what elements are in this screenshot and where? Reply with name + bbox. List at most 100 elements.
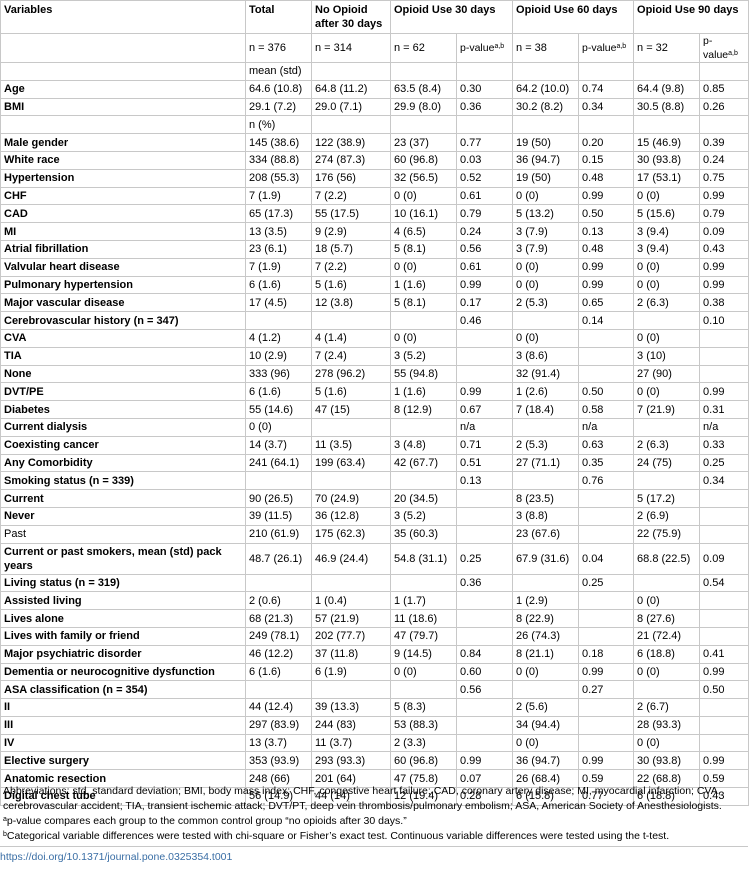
cell-opioid-60: 8 (21.1): [512, 644, 580, 664]
table-row: BMI 29.1 (7.2) 29.0 (7.1) 29.9 (8.0) 0.36 30.…: [0, 97, 750, 117]
header-opioid-90: Opioid Use 90 days: [633, 0, 750, 34]
cell-opioid-30: 35 (60.3): [390, 524, 457, 544]
cell-pvalue-30: 0.51: [455, 453, 514, 473]
cell-opioid-30: 54.8 (31.1): [390, 542, 457, 575]
cell-opioid-60: 2 (5.3): [512, 293, 580, 313]
cell-pvalue-60: [578, 489, 635, 508]
cell-opioid-60: 0 (0): [512, 328, 580, 348]
cell-opioid-30: 8 (12.9): [390, 400, 457, 419]
cell-opioid-60: 1 (2.6): [512, 382, 580, 402]
cell-pvalue-60: 0.99: [578, 275, 635, 295]
table-row: Pulmonary hypertension 6 (1.6) 5 (1.6) 1 (1…: [0, 275, 750, 295]
cell-pvalue-30: 0.61: [455, 257, 514, 277]
table-row: Valvular heart disease 7 (1.9) 7 (2.2) 0 (0…: [0, 257, 750, 277]
table-row: CHF 7 (1.9) 7 (2.2) 0 (0) 0.61 0 (0) 0.99 0 (0)…: [0, 186, 750, 206]
cell-pvalue-30: 0.61: [455, 186, 514, 206]
doi-link[interactable]: https://doi.org/10.1371/journal.pone.032…: [0, 851, 233, 863]
cell-variable: Valvular heart disease: [0, 257, 246, 277]
cell-pvalue-90: 0.85: [699, 79, 750, 99]
cell-variable: Living status (n = 319): [0, 573, 246, 593]
cell-variable: Hypertension: [0, 168, 246, 188]
cell-pvalue-90: 0.24: [699, 150, 750, 170]
cell-opioid-90: 28 (93.3): [633, 715, 701, 735]
table-row: Lives alone 68 (21.3) 57 (21.9) 11 (18.6) 8 …: [0, 609, 750, 628]
cell-opioid-60: 0 (0): [512, 733, 580, 753]
cell-opioid-30: 9 (14.5): [390, 644, 457, 664]
cell-pvalue-60: 0.99: [578, 186, 635, 206]
cell-opioid-90: 6 (18.8): [633, 644, 701, 664]
cell-variable: Cerebrovascular history (n = 347): [0, 311, 246, 330]
cell-pvalue-60: [578, 524, 635, 544]
cell-variable: [0, 115, 246, 135]
cell-opioid-30: [390, 311, 457, 330]
cell-pvalue-30: [455, 506, 514, 526]
cell-opioid-30: 5 (8.3): [390, 698, 457, 717]
cell-opioid-30: 3 (5.2): [390, 506, 457, 526]
cell-opioid-60: 19 (50): [512, 168, 580, 188]
cell-opioid-60: 30.2 (8.2): [512, 97, 580, 117]
header-row: Variables Total No Opioid after 30 days …: [0, 0, 750, 34]
cell-total: [245, 573, 312, 593]
cell-pvalue-30: 0.28: [455, 787, 514, 806]
cell-opioid-30: 5 (8.1): [390, 239, 457, 259]
table-footnotes: Abbreviations: std, standard deviation; …: [3, 784, 747, 844]
cell-pvalue-30: 0.25: [455, 542, 514, 575]
cell-pvalue-60: 0.74: [578, 79, 635, 99]
cell-opioid-60: 0 (0): [512, 662, 580, 682]
cell-opioid-90: 24 (75): [633, 453, 701, 473]
cell-no-opioid: 176 (56): [311, 168, 391, 188]
cell-pvalue-60: 0.25: [578, 573, 635, 593]
cell-opioid-30: 63.5 (8.4): [390, 79, 457, 99]
cell-variable: ASA classification (n = 354): [0, 680, 246, 700]
cell-opioid-90: 27 (90): [633, 364, 701, 384]
cell-variable: Major psychiatric disorder: [0, 644, 246, 664]
cell-no-opioid: 57 (21.9): [311, 609, 391, 628]
table-row: II 44 (12.4) 39 (13.3) 5 (8.3) 2 (5.6) 2 (6.7…: [0, 698, 750, 717]
cell-opioid-60: 8 (22.9): [512, 609, 580, 628]
cell-opioid-60: 3 (8.8): [512, 506, 580, 526]
cell-opioid-60: 32 (91.4): [512, 364, 580, 384]
cell-variable: BMI: [0, 97, 246, 117]
cell-no-opioid: 7 (2.4): [311, 346, 391, 366]
table-row: Dementia or neurocognitive dysfunction 6 …: [0, 662, 750, 682]
cell-opioid-90: 0 (0): [633, 275, 701, 295]
cell-pvalue-60: 0.99: [578, 751, 635, 771]
cell-variable: IV: [0, 733, 246, 753]
table-row: Major psychiatric disorder 46 (12.2) 37 (1…: [0, 644, 750, 664]
cell-opioid-60: 64.2 (10.0): [512, 79, 580, 99]
cell-total: 10 (2.9): [245, 346, 312, 366]
cell-pvalue-60: 0.13: [578, 222, 635, 241]
cell-opioid-60: 36 (94.7): [512, 751, 580, 771]
cell-opioid-30: 2 (3.3): [390, 733, 457, 753]
table-row: Age 64.6 (10.8) 64.8 (11.2) 63.5 (8.4) 0.30 6…: [0, 79, 750, 99]
cell-pvalue-90: 0.99: [699, 257, 750, 277]
divider: [0, 846, 748, 847]
cell-opioid-60: 27 (71.1): [512, 453, 580, 473]
cell-opioid-30: 20 (34.5): [390, 489, 457, 508]
cell-opioid-30: 60 (96.8): [390, 150, 457, 170]
cell-pvalue-30: 0.79: [455, 204, 514, 224]
cell-pvalue-90: 0.50: [699, 680, 750, 700]
cell-pvalue-60: [578, 698, 635, 717]
cell-opioid-90: [633, 417, 701, 437]
cell-opioid-60: 26 (68.4): [512, 769, 580, 789]
cell-opioid-30: [390, 573, 457, 593]
cell-pvalue-30: 0.03: [455, 150, 514, 170]
cell-no-opioid: 29.0 (7.1): [311, 97, 391, 117]
cell-opioid-30: 0 (0): [390, 662, 457, 682]
cell-pvalue-90: 0.09: [699, 222, 750, 241]
cell-pvalue-60: 0.48: [578, 239, 635, 259]
cell-pvalue-90: [699, 62, 750, 81]
table-row: Never 39 (11.5) 36 (12.8) 3 (5.2) 3 (8.8) 2 (…: [0, 506, 750, 526]
cell-opioid-60: 2 (5.6): [512, 698, 580, 717]
cell-total: [245, 311, 312, 330]
cell-total: 13 (3.7): [245, 733, 312, 753]
cell-variable: [0, 62, 246, 81]
cell-variable: Coexisting cancer: [0, 435, 246, 455]
cell-variable: Major vascular disease: [0, 293, 246, 313]
cell-pvalue-90: 0.25: [699, 453, 750, 473]
cell-variable: DVT/PE: [0, 382, 246, 402]
footnote-a: ap-value compares each group to the comm…: [3, 815, 407, 827]
footnote-b: bCategorical variable differences were t…: [3, 830, 670, 842]
table-row: CVA 4 (1.2) 4 (1.4) 0 (0) 0 (0) 0 (0): [0, 328, 750, 348]
